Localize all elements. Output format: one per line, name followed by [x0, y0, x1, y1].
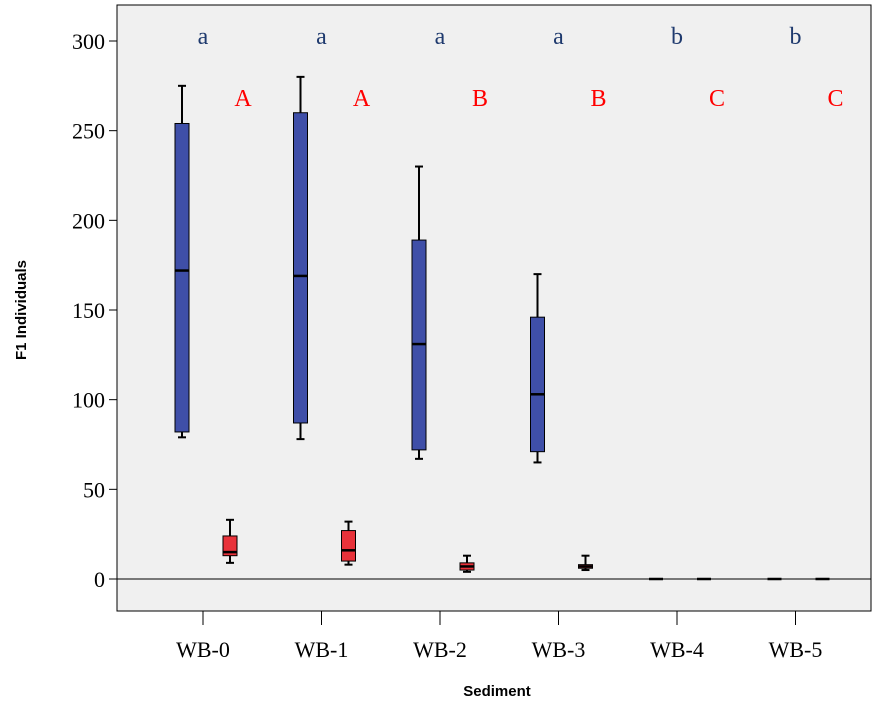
y-tick-label: 0: [94, 567, 105, 592]
x-tick-label: WB-5: [769, 637, 823, 662]
box: [222, 535, 238, 557]
y-tick-label: 250: [72, 119, 105, 144]
box: [530, 316, 545, 453]
significance-letter: b: [790, 24, 802, 50]
box: [293, 112, 308, 424]
significance-letter: a: [435, 24, 446, 50]
significance-letter: B: [590, 86, 606, 112]
significance-letter: C: [709, 86, 725, 112]
significance-letter: a: [316, 24, 327, 50]
significance-letter: a: [198, 24, 209, 50]
x-tick-label: WB-4: [650, 637, 704, 662]
y-tick-label: 100: [72, 388, 105, 413]
significance-letter: A: [353, 86, 371, 112]
y-axis-title: F1 Individuals: [13, 260, 30, 360]
x-axis-title: Sediment: [463, 683, 531, 700]
x-tick-label: WB-0: [176, 637, 230, 662]
significance-letter: b: [671, 24, 683, 50]
x-tick-label: WB-1: [295, 637, 349, 662]
box: [341, 530, 356, 562]
x-tick-label: WB-3: [532, 637, 586, 662]
y-tick-label: 200: [72, 208, 105, 233]
x-tick-label: WB-2: [413, 637, 467, 662]
box: [174, 122, 190, 433]
significance-letter: a: [553, 24, 564, 50]
significance-letter: A: [234, 86, 252, 112]
y-tick-label: 50: [83, 477, 105, 502]
y-tick-label: 150: [72, 298, 105, 323]
y-tick-label: 300: [72, 29, 105, 54]
plot-area: [116, 4, 872, 612]
significance-letter: B: [472, 86, 488, 112]
significance-letter: C: [827, 86, 843, 112]
chart-marks: 0 50 100 150 200 250 300 WB-0 WB-1 WB-2 WB-3 WB-4 WB…: [72, 24, 871, 662]
